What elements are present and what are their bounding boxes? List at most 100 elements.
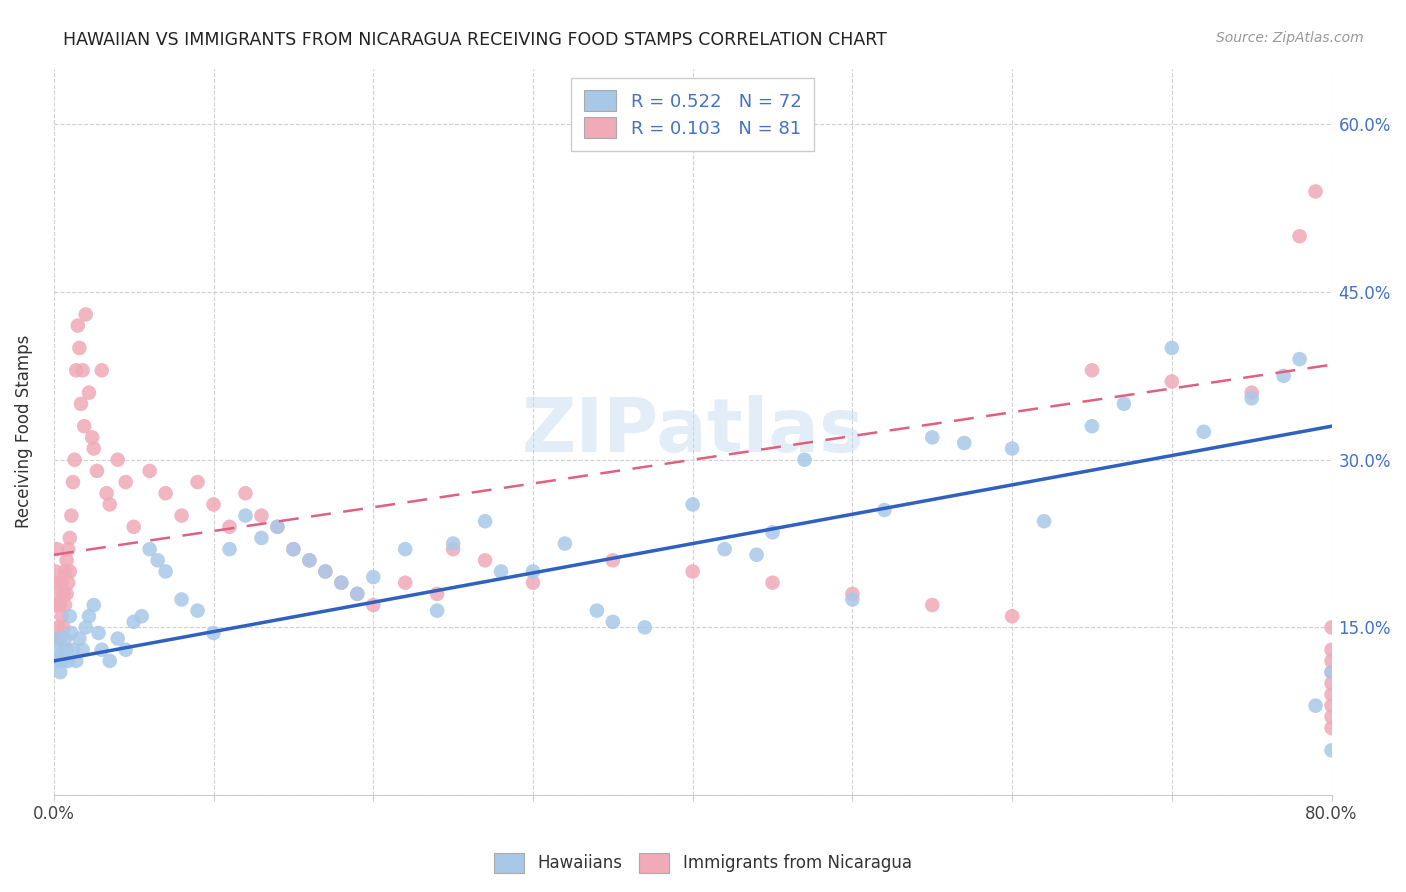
Point [58,575,80,590]
Point [52,642,75,657]
Point [146,553,169,567]
Point [53,598,76,612]
Point [98,498,121,512]
Point [83,442,105,456]
Point [70,397,93,411]
Point [426,604,449,618]
Point [761,525,783,540]
Point [46,542,69,557]
Point [107,632,129,646]
Point [953,436,976,450]
Point [60,508,83,523]
Point [55,587,77,601]
Point [361,598,384,612]
Point [122,615,145,629]
Point [44,598,66,612]
Point [283,542,305,557]
Point [602,615,624,629]
Point [1320,665,1343,679]
Point [586,604,609,618]
Point [187,604,209,618]
Point [218,542,240,557]
Point [873,503,896,517]
Point [1288,352,1310,367]
Point [49,598,72,612]
Point [114,642,136,657]
Point [489,565,512,579]
Point [394,575,416,590]
Point [474,514,496,528]
Point [90,642,112,657]
Point [44,632,66,646]
Point [761,575,783,590]
Point [122,520,145,534]
Point [1320,688,1343,702]
Point [48,620,70,634]
Point [1320,642,1343,657]
Point [218,520,240,534]
Point [62,642,84,657]
Point [48,587,70,601]
Point [474,553,496,567]
Point [921,598,943,612]
Point [53,632,76,646]
Legend: Hawaiians, Immigrants from Nicaragua: Hawaiians, Immigrants from Nicaragua [488,847,918,880]
Point [60,626,83,640]
Point [75,620,97,634]
Point [98,654,121,668]
Text: HAWAIIAN VS IMMIGRANTS FROM NICARAGUA RECEIVING FOOD STAMPS CORRELATION CHART: HAWAIIAN VS IMMIGRANTS FROM NICARAGUA RE… [63,31,887,49]
Point [46,575,69,590]
Point [1320,721,1343,735]
Point [67,632,90,646]
Point [250,531,273,545]
Point [72,642,94,657]
Point [44,565,66,579]
Point [170,508,193,523]
Point [75,307,97,321]
Point [266,520,288,534]
Point [48,632,70,646]
Point [602,553,624,567]
Point [1288,229,1310,244]
Point [82,430,104,444]
Point [46,654,69,668]
Point [66,318,89,333]
Point [235,486,257,500]
Point [49,665,72,679]
Point [841,587,863,601]
Point [77,609,100,624]
Point [77,385,100,400]
Point [1320,665,1343,679]
Point [1305,698,1327,713]
Point [138,464,160,478]
Point [58,654,80,668]
Point [793,452,815,467]
Point [682,565,704,579]
Point [1305,185,1327,199]
Point [52,620,75,634]
Point [114,475,136,489]
Point [1033,514,1056,528]
Point [1320,654,1343,668]
Point [59,609,82,624]
Point [83,598,105,612]
Point [51,575,73,590]
Point [841,592,863,607]
Point [53,565,76,579]
Point [1240,385,1263,400]
Point [330,575,353,590]
Point [107,452,129,467]
Point [155,565,177,579]
Point [235,508,257,523]
Point [298,553,321,567]
Point [1001,609,1024,624]
Point [44,642,66,657]
Point [283,542,305,557]
Point [202,626,225,640]
Point [65,363,87,377]
Point [87,626,110,640]
Point [1240,391,1263,405]
Point [441,536,464,550]
Point [1160,341,1182,355]
Point [59,565,82,579]
